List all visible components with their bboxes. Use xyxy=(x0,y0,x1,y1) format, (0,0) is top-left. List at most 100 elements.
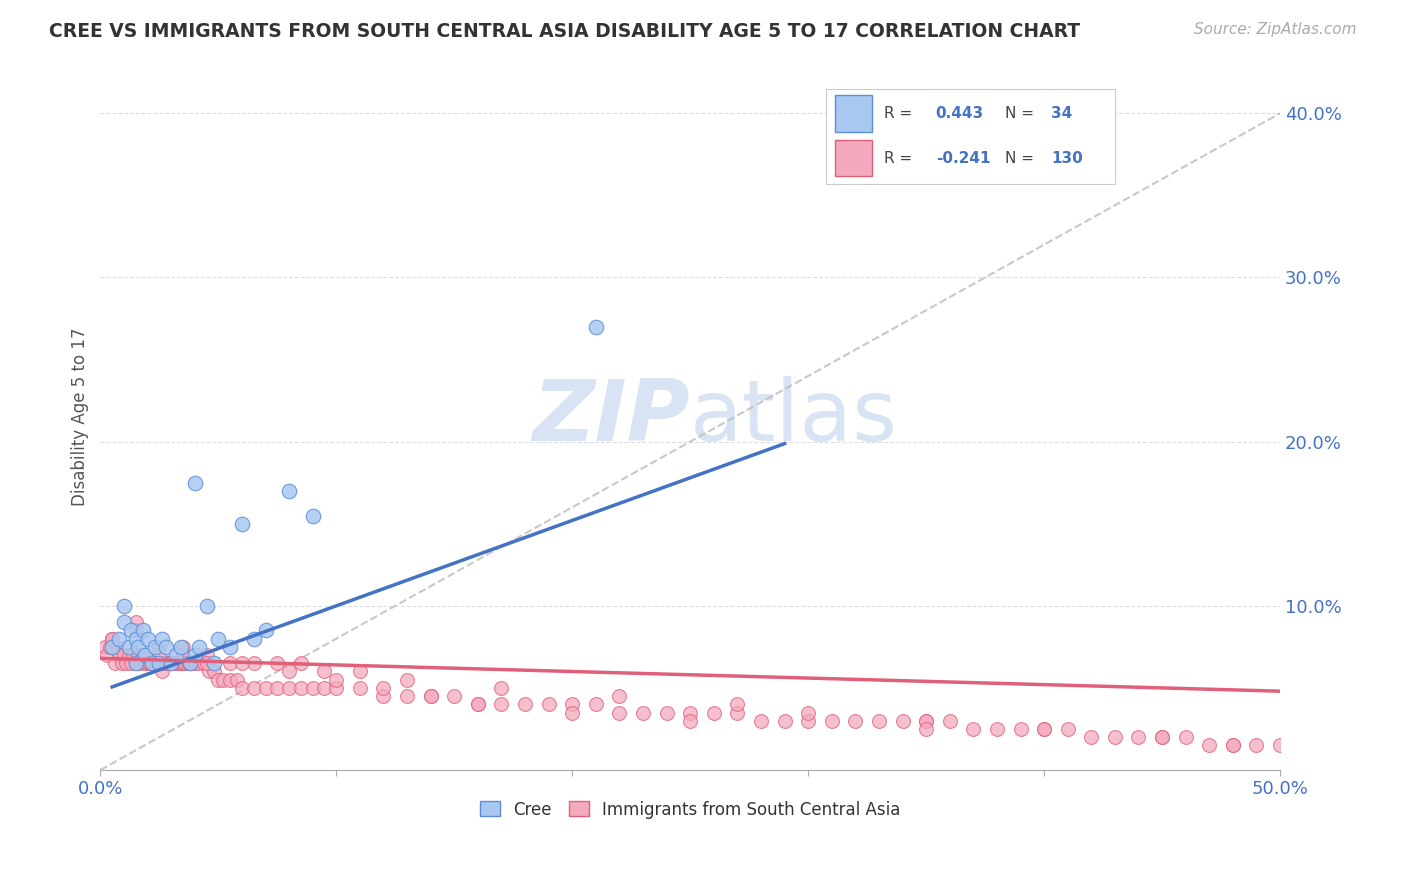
Point xyxy=(120,624,142,638)
Point xyxy=(125,657,148,671)
Point xyxy=(169,640,191,654)
Point xyxy=(373,689,395,703)
Point xyxy=(150,632,173,646)
Point xyxy=(125,615,148,630)
Point xyxy=(773,714,796,728)
Point xyxy=(98,640,121,654)
Text: ZIP: ZIP xyxy=(533,376,690,458)
Point xyxy=(193,657,215,671)
Point xyxy=(127,648,149,662)
Point xyxy=(219,657,242,671)
Point xyxy=(148,657,170,671)
Point xyxy=(202,657,225,671)
Point xyxy=(212,673,235,687)
Point xyxy=(491,681,513,695)
Point xyxy=(160,657,183,671)
Point xyxy=(141,657,163,671)
Point xyxy=(129,657,152,671)
Point xyxy=(290,657,312,671)
Point xyxy=(749,714,772,728)
Point xyxy=(167,657,190,671)
Point xyxy=(155,657,177,671)
Point xyxy=(132,624,155,638)
Point xyxy=(231,657,253,671)
Point xyxy=(278,681,301,695)
Point xyxy=(148,648,170,662)
Point xyxy=(868,714,890,728)
Point xyxy=(207,673,229,687)
Point xyxy=(1152,730,1174,744)
Point xyxy=(1056,722,1078,736)
Point xyxy=(122,648,145,662)
Point xyxy=(419,689,441,703)
Point xyxy=(242,681,264,695)
Point xyxy=(132,648,155,662)
Point xyxy=(195,599,218,613)
Point xyxy=(183,657,205,671)
Point xyxy=(188,640,211,654)
Point xyxy=(443,689,465,703)
Point xyxy=(1033,722,1056,736)
Point xyxy=(609,706,631,720)
Point xyxy=(938,714,960,728)
Point xyxy=(1152,730,1174,744)
Point xyxy=(1268,739,1291,753)
Point xyxy=(1246,739,1268,753)
Point xyxy=(1080,730,1102,744)
Point xyxy=(136,632,159,646)
Point xyxy=(349,681,371,695)
Point xyxy=(703,706,725,720)
Point xyxy=(134,648,156,662)
Point xyxy=(219,673,242,687)
Point xyxy=(467,698,489,712)
Point xyxy=(821,714,844,728)
Point xyxy=(314,681,336,695)
Point xyxy=(1222,739,1244,753)
Point xyxy=(373,681,395,695)
Point xyxy=(101,632,124,646)
Point xyxy=(679,706,702,720)
Point xyxy=(160,657,183,671)
Point xyxy=(1174,730,1197,744)
Point xyxy=(195,657,218,671)
Point xyxy=(891,714,914,728)
Point xyxy=(290,681,312,695)
Point xyxy=(915,722,938,736)
Point xyxy=(301,508,323,523)
Point xyxy=(165,657,187,671)
Point xyxy=(725,706,748,720)
Point xyxy=(561,698,583,712)
Point xyxy=(153,657,176,671)
Point xyxy=(915,714,938,728)
Text: Source: ZipAtlas.com: Source: ZipAtlas.com xyxy=(1194,22,1357,37)
Point xyxy=(162,657,184,671)
Point xyxy=(254,681,277,695)
Point xyxy=(179,657,201,671)
Point xyxy=(141,657,163,671)
Point xyxy=(101,632,124,646)
Point xyxy=(585,319,607,334)
Point xyxy=(254,624,277,638)
Point xyxy=(112,599,135,613)
Point xyxy=(396,689,419,703)
Point xyxy=(1222,739,1244,753)
Point xyxy=(844,714,866,728)
Point xyxy=(207,632,229,646)
Point xyxy=(181,657,204,671)
Point xyxy=(1104,730,1126,744)
Point xyxy=(198,665,221,679)
Text: CREE VS IMMIGRANTS FROM SOUTH CENTRAL ASIA DISABILITY AGE 5 TO 17 CORRELATION CH: CREE VS IMMIGRANTS FROM SOUTH CENTRAL AS… xyxy=(49,22,1080,41)
Point xyxy=(148,657,170,671)
Point xyxy=(105,640,128,654)
Point xyxy=(125,632,148,646)
Point xyxy=(155,640,177,654)
Point xyxy=(301,681,323,695)
Point xyxy=(491,698,513,712)
Point xyxy=(179,657,201,671)
Point xyxy=(146,657,169,671)
Point xyxy=(1010,722,1032,736)
Point xyxy=(202,665,225,679)
Point xyxy=(176,657,198,671)
Point xyxy=(962,722,984,736)
Point xyxy=(278,665,301,679)
